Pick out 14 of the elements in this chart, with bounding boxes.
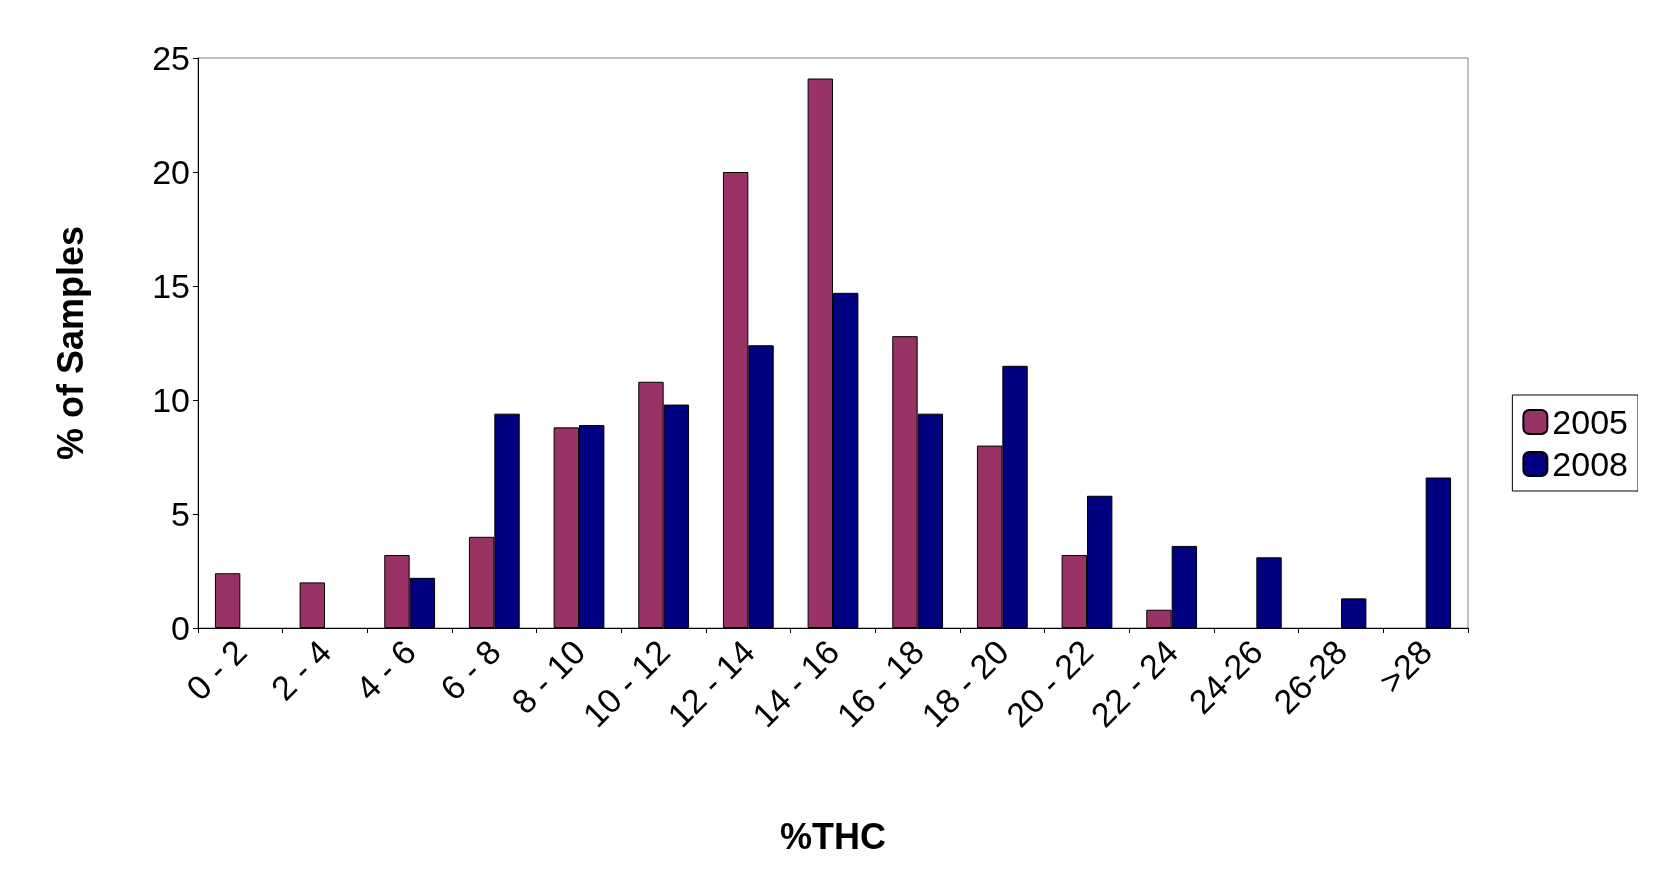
y-tick-label: 0 xyxy=(171,609,190,647)
y-tick-label: 10 xyxy=(152,381,190,419)
y-tick-label: 25 xyxy=(152,39,190,77)
x-tick-label: 4 - 6 xyxy=(348,632,424,708)
legend-label: 2008 xyxy=(1552,445,1628,483)
y-tick-label: 20 xyxy=(152,153,190,191)
y-axis-title: % of Samples xyxy=(49,225,91,461)
x-tick-label: >28 xyxy=(1371,632,1440,701)
x-tick-label: 6 - 8 xyxy=(432,632,508,708)
y-tick-label: 5 xyxy=(171,495,190,533)
x-axis-title: %THC xyxy=(780,815,886,857)
y-tick-label: 15 xyxy=(152,267,190,305)
legend-label: 2005 xyxy=(1552,403,1628,441)
x-tick-label: 2 - 4 xyxy=(263,632,339,708)
